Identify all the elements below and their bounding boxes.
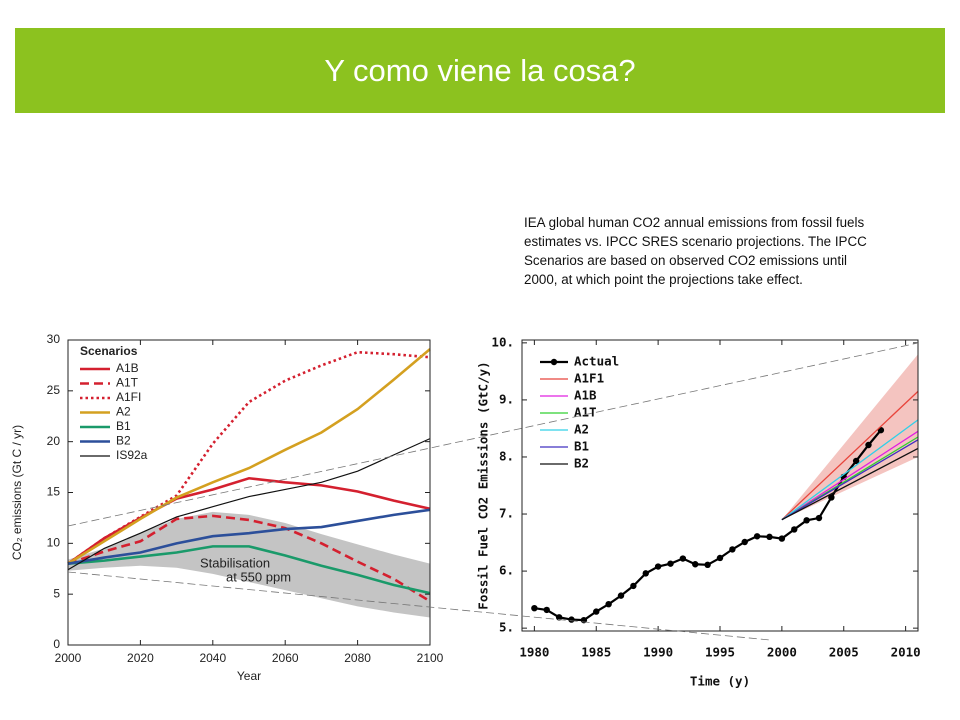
data-point	[778, 535, 786, 542]
series-line	[67, 348, 431, 565]
data-point	[531, 604, 538, 612]
legend-label: A1T	[116, 376, 139, 390]
legend-label: B1	[574, 439, 589, 454]
y-tick-label: 6.	[499, 563, 514, 578]
header-bar: Y como viene la cosa?	[15, 28, 945, 113]
series-line	[67, 508, 431, 565]
y-tick-label: 10	[47, 536, 61, 550]
data-point	[593, 608, 600, 615]
data-point	[729, 546, 736, 553]
x-axis-label: Time (y)	[690, 674, 750, 689]
series-line	[781, 439, 919, 521]
y-axis-label: Fossil Fuel CO2 Emissions (GtC/y)	[476, 361, 491, 609]
series-line	[67, 545, 431, 595]
data-point	[543, 606, 550, 614]
data-point	[605, 600, 612, 608]
x-tick-label: 1985	[581, 645, 611, 660]
series-line	[67, 514, 431, 603]
y-tick-label: 25	[47, 383, 61, 397]
annotation: at 550 ppm	[226, 569, 291, 584]
legend-label: A1F1	[574, 371, 604, 386]
x-tick-label: 2000	[767, 645, 797, 660]
legend-marker	[550, 358, 558, 366]
data-point	[852, 457, 860, 465]
data-point	[766, 533, 773, 541]
x-tick-label: 2020	[127, 651, 154, 665]
legend-label: B2	[574, 456, 589, 471]
x-tick-label: 2010	[891, 645, 921, 660]
y-tick-label: 20	[47, 434, 61, 448]
x-tick-label: 2040	[199, 651, 226, 665]
y-tick-label: 10.	[491, 334, 514, 349]
data-point	[692, 561, 699, 568]
y-tick-label: 30	[47, 332, 61, 346]
data-point	[753, 533, 761, 540]
chart-panel	[462, 325, 930, 700]
data-point	[704, 561, 711, 569]
data-point	[667, 560, 674, 567]
legend-label: B2	[116, 434, 131, 448]
data-point	[555, 614, 563, 621]
uncertainty-band	[68, 511, 430, 618]
legend-label: A1FI	[116, 390, 141, 404]
data-point	[741, 538, 748, 546]
data-point	[617, 592, 625, 599]
x-tick-label: 2100	[417, 651, 444, 665]
series-line	[67, 438, 431, 571]
legend-label: Actual	[574, 354, 619, 369]
data-point	[865, 441, 872, 449]
x-tick-label: 2005	[829, 645, 859, 660]
legend-label: A1T	[574, 405, 597, 420]
data-point	[815, 514, 823, 522]
y-tick-label: 5.	[499, 620, 514, 635]
zoom-line	[67, 342, 919, 527]
series-line	[781, 447, 919, 521]
data-point	[654, 563, 662, 570]
y-tick-label: 7.	[499, 506, 514, 521]
x-tick-label: 1990	[643, 645, 673, 660]
data-point	[679, 555, 687, 562]
y-tick-label: 0	[53, 637, 60, 651]
legend-label: A2	[574, 422, 589, 437]
annotation: Stabilisation	[200, 555, 270, 570]
zoom-line	[67, 571, 771, 641]
legend-label: A1B	[116, 361, 139, 375]
data-point	[828, 494, 835, 501]
x-tick-label: 1995	[705, 645, 735, 660]
data-point	[803, 517, 810, 524]
legend-label: IS92a	[116, 448, 148, 462]
data-point	[791, 526, 798, 533]
y-tick-label: 15	[47, 485, 61, 499]
y-axis-label: CO₂ emissions (Gt C / yr)	[10, 425, 24, 560]
series-line	[781, 430, 919, 521]
y-tick-label: 8.	[499, 448, 514, 463]
caption: IEA global human CO2 annual emissions fr…	[524, 215, 867, 287]
series-line	[781, 419, 919, 521]
x-tick-label: 2000	[55, 651, 82, 665]
x-tick-label: 2080	[344, 651, 371, 665]
legend-title: Scenarios	[80, 344, 138, 358]
chart-right: Actual A1F1 A1B A1T A2 B1 B2 5. 6. 7. 8. 9. 10. 1980 1…	[476, 334, 921, 688]
data-point	[630, 582, 637, 590]
x-tick-label: 2060	[272, 651, 299, 665]
uncertainty-band	[781, 354, 918, 520]
y-tick-label: 5	[53, 586, 60, 600]
data-point	[568, 616, 575, 623]
x-axis-label: Year	[237, 669, 261, 683]
legend-label: B1	[116, 419, 131, 433]
legend-label: A1B	[574, 388, 597, 403]
data-point	[642, 570, 649, 577]
slide-title: Y como viene la cosa?	[324, 52, 636, 88]
data-point	[716, 554, 724, 562]
series-line	[67, 350, 431, 565]
legend-label: A2	[116, 405, 131, 419]
x-tick-label: 1980	[519, 645, 549, 660]
series-line	[781, 390, 919, 521]
y-tick-label: 9.	[499, 391, 514, 406]
